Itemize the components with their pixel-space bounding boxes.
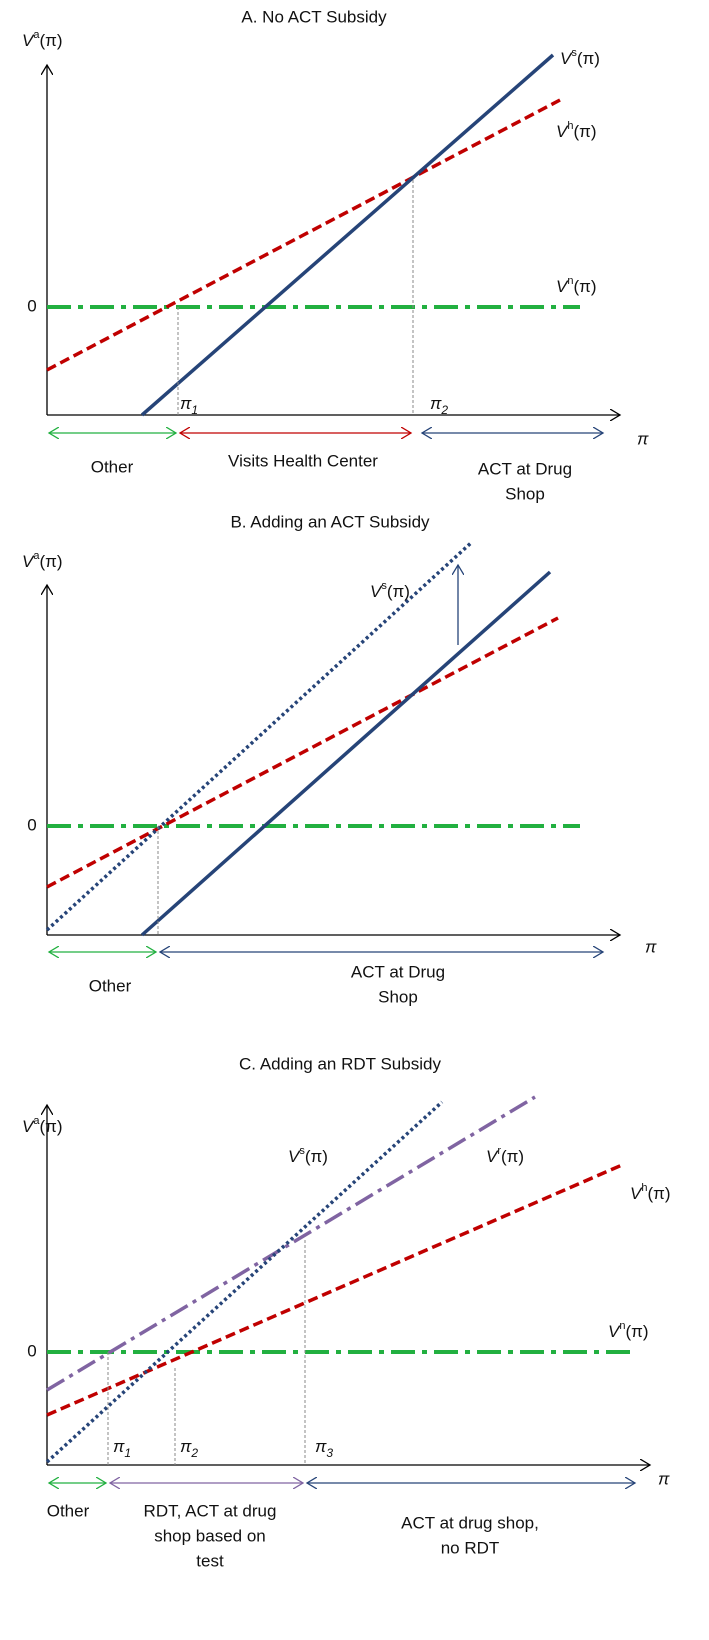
curve-label-sup: n [619,1320,625,1332]
threshold-label-sub: 2 [440,403,448,417]
curve [46,1095,536,1392]
curve-label-tail: (π) [573,277,596,296]
region-label: Visits Health Center [228,451,378,470]
x-axis-label: π [637,429,649,448]
curve-label-sup: h [567,120,573,132]
y-axis-label-tail: (π) [39,552,62,571]
curve-label-main: V [630,1184,643,1203]
threshold-label-main: π [430,394,442,413]
threshold-label-sub: 1 [124,1446,131,1460]
x-axis-label: π [658,1469,670,1488]
curve-label-main: V [370,582,383,601]
threshold-label-main: π [180,394,192,413]
y-axis-label: Va(π) [22,29,63,51]
curve-label-tail: (π) [577,49,600,68]
y-axis-label: Va(π) [22,550,63,572]
panel-title: B. Adding an ACT Subsidy [230,512,430,531]
panel-title: C. Adding an RDT Subsidy [239,1054,441,1073]
curve [46,616,559,889]
region-label: ACT at drug shop, [401,1513,539,1532]
curve-label: Vs(π) [288,1145,328,1167]
curve [45,1100,444,1464]
curve-label-tail: (π) [625,1322,648,1341]
curve-label-main: V [608,1322,621,1341]
curve-label-main: V [556,277,569,296]
curve-label: Vr(π) [486,1145,524,1167]
zero-label: 0 [27,1341,36,1360]
curve-label-sup: r [497,1145,501,1157]
curve-label-sup: s [299,1145,305,1157]
region-label: Other [89,976,132,995]
region-label: ACT at Drug [351,962,445,981]
curve-label-main: V [560,49,573,68]
curve [46,98,561,372]
region-label: Other [91,457,134,476]
threshold-label: π3 [315,1437,333,1460]
y-axis-label-main: V [22,31,35,50]
curve-label-sup: h [641,1182,647,1194]
threshold-label-sub: 3 [326,1446,333,1460]
region-label: Other [47,1501,90,1520]
curve-label-main: V [288,1147,301,1166]
threshold-label-main: π [180,1437,192,1456]
threshold-label-sub: 2 [190,1446,198,1460]
threshold-label: π2 [180,1437,198,1460]
threshold-label: π1 [113,1437,131,1460]
curve [140,570,552,937]
curve-label-main: V [556,122,569,141]
curve-label: Vh(π) [630,1182,671,1204]
curve-label-tail: (π) [647,1184,670,1203]
curve-label-main: V [486,1147,499,1166]
zero-label: 0 [27,296,36,315]
curve-label-sup: s [571,47,577,59]
curve-label: Vn(π) [608,1320,649,1342]
zero-label: 0 [27,815,36,834]
curve-label: Vh(π) [556,120,597,142]
threshold-label: π1 [180,394,198,417]
region-label: Shop [505,484,545,503]
y-axis-label-tail: (π) [39,31,62,50]
threshold-label-main: π [315,1437,327,1456]
threshold-label-sub: 1 [191,403,198,417]
y-axis-label-sup: a [33,1115,40,1127]
region-label: ACT at Drug [478,459,572,478]
y-axis-label-tail: (π) [39,1117,62,1136]
curve-label: Vn(π) [556,275,597,297]
region-label: shop based on [154,1526,266,1545]
region-label: Shop [378,987,418,1006]
y-axis-label-sup: a [33,550,40,562]
threshold-label: π2 [430,394,448,417]
y-axis-label-main: V [22,552,35,571]
curve-label-tail: (π) [501,1147,524,1166]
curve-label: Vs(π) [370,580,410,602]
curve-label: Vs(π) [560,47,600,69]
curve-label-tail: (π) [387,582,410,601]
threshold-label-main: π [113,1437,125,1456]
curve [46,1163,623,1417]
y-axis-label: Va(π) [22,1115,63,1137]
y-axis-label-main: V [22,1117,35,1136]
curve-label-tail: (π) [305,1147,328,1166]
x-axis-label: π [645,937,657,956]
curve-label-tail: (π) [573,122,596,141]
y-axis-label-sup: a [33,29,40,41]
region-label: no RDT [441,1538,500,1557]
curve-label-sup: n [567,275,573,287]
region-label: RDT, ACT at drug [144,1501,277,1520]
curve [140,53,555,417]
curve-label-sup: s [381,580,387,592]
panel-title: A. No ACT Subsidy [241,7,387,26]
region-label: test [196,1551,224,1570]
